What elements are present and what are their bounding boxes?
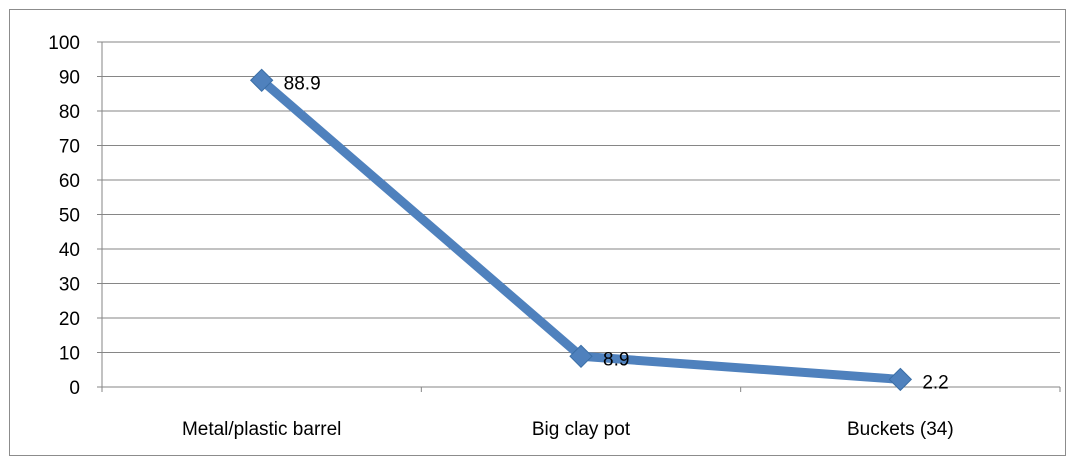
y-tick-label: 70 <box>59 137 80 158</box>
x-tick-label: Metal/plastic barrel <box>182 419 341 440</box>
data-label: 88.9 <box>284 73 321 94</box>
data-label: 2.2 <box>922 372 948 393</box>
data-point-marker <box>249 68 274 93</box>
series-line <box>257 75 905 384</box>
y-tick-label: 20 <box>59 309 80 330</box>
y-tick-label: 10 <box>59 344 80 365</box>
series <box>249 68 913 392</box>
x-tick-label: Buckets (34) <box>847 419 954 440</box>
y-tick-label: 80 <box>59 102 80 123</box>
y-tick-label: 60 <box>59 171 80 192</box>
y-tick-label: 100 <box>48 33 80 54</box>
y-tick-label: 0 <box>69 378 80 399</box>
data-point-marker <box>569 344 593 369</box>
data-labels: 88.9 8.9 2.2 <box>284 73 949 393</box>
y-axis-tick-labels: 0 10 20 30 40 50 60 70 80 90 100 <box>48 33 80 399</box>
y-tick-label: 90 <box>59 68 80 89</box>
y-tick-label: 40 <box>59 240 80 261</box>
axes <box>97 41 1061 392</box>
gridlines <box>102 41 1060 353</box>
data-label: 8.9 <box>603 349 629 370</box>
y-tick-label: 50 <box>59 206 80 227</box>
x-tick-label: Big clay pot <box>532 419 631 440</box>
x-axis-tick-labels: Metal/plastic barrel Big clay pot Buckets … <box>182 419 954 440</box>
y-tick-label: 30 <box>59 275 80 296</box>
data-point-marker <box>888 367 913 392</box>
